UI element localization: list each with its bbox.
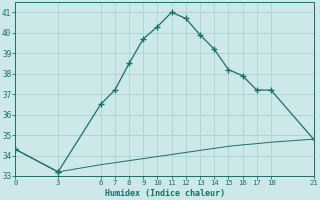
X-axis label: Humidex (Indice chaleur): Humidex (Indice chaleur): [105, 189, 225, 198]
